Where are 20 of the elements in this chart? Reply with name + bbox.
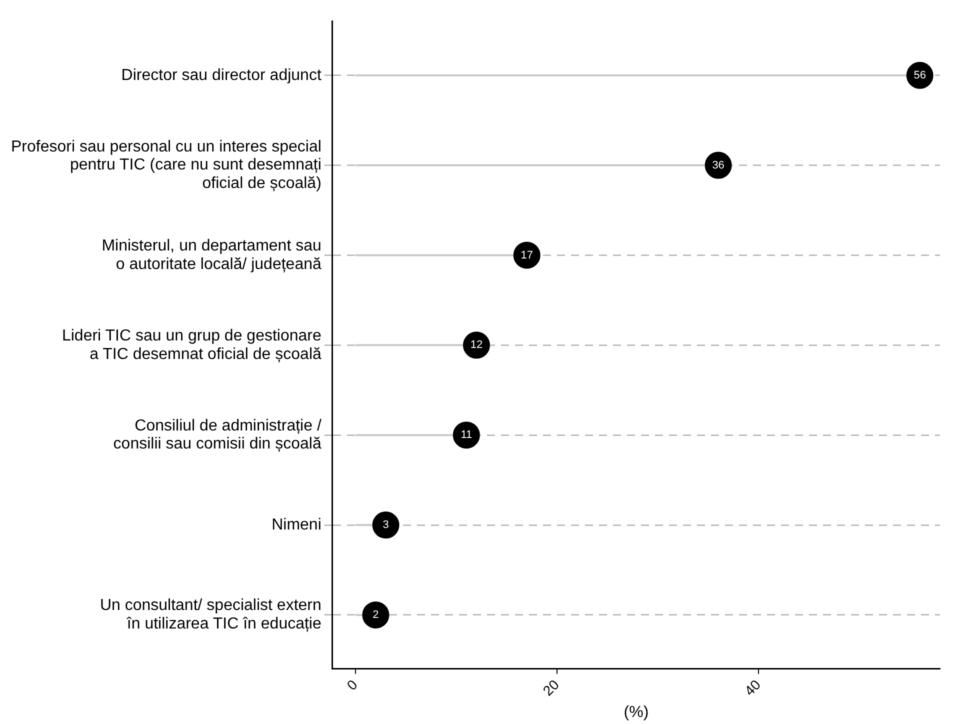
point: [362, 601, 390, 628]
data-label: 3: [382, 519, 389, 532]
data-label: 17: [520, 249, 533, 262]
data-label: 56: [914, 69, 926, 82]
data-label: 11: [460, 429, 472, 442]
y-tick-label: Lideri TIC sau un grup de gestionare a TIC desemnat oficial de școală: [62, 327, 322, 363]
data-label: 36: [712, 159, 724, 172]
y-tick-label: Ministerul, un departament sau o autoritate locală/ județeană: [102, 237, 322, 273]
y-tick-label: Consiliul de administrație / consilii sau comisii din școală: [113, 417, 322, 453]
x-axis-title: (%): [624, 704, 649, 721]
x-tick-label: 0: [344, 676, 361, 694]
y-tick-label: Un consultant/ specialist extern în utilizarea TIC în educație: [100, 597, 322, 633]
y-tick-label: Profesori sau personal cu un interes special pentru TIC (care nu sunt desemnați oficial de școală): [11, 138, 322, 192]
data-label: 2: [372, 608, 379, 621]
y-tick-label: Director sau director adjunct: [121, 66, 322, 84]
y-tick-label: Nimeni: [272, 516, 322, 534]
point: [372, 512, 400, 539]
x-tick-label: 20: [540, 676, 562, 699]
data-label: 12: [470, 339, 483, 352]
x-tick-label: 40: [741, 676, 764, 699]
